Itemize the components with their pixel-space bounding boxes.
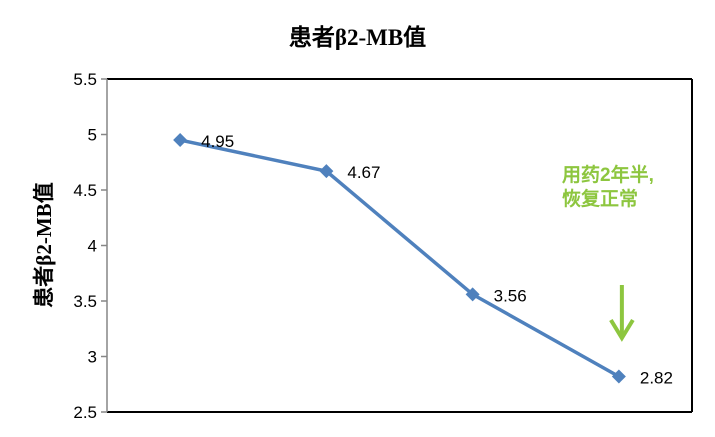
data-point [173,133,188,148]
data-label: 3.56 [494,286,527,305]
annotation-line2: 恢复正常 [562,189,639,210]
y-tick-label: 5.5 [73,70,97,89]
data-point [611,369,626,384]
y-tick-label: 3.5 [73,292,97,311]
annotation-arrow-head [609,318,635,342]
data-label: 4.67 [347,163,380,182]
annotation: 用药2年半, 恢复正常 [562,164,654,212]
data-point [319,164,334,179]
y-tick-label: 5 [88,126,97,145]
series-line [179,138,620,379]
data-point [465,287,480,302]
y-tick-label: 4 [88,237,97,256]
data-label: 2.82 [640,368,673,387]
annotation-line1: 用药2年半, [562,165,654,186]
y-tick-label: 4.5 [73,181,97,200]
y-tick-label: 2.5 [73,403,97,422]
data-label: 4.95 [201,132,234,151]
y-tick-label: 3 [88,348,97,367]
chart-title: 患者β2-MB值 [288,25,427,50]
